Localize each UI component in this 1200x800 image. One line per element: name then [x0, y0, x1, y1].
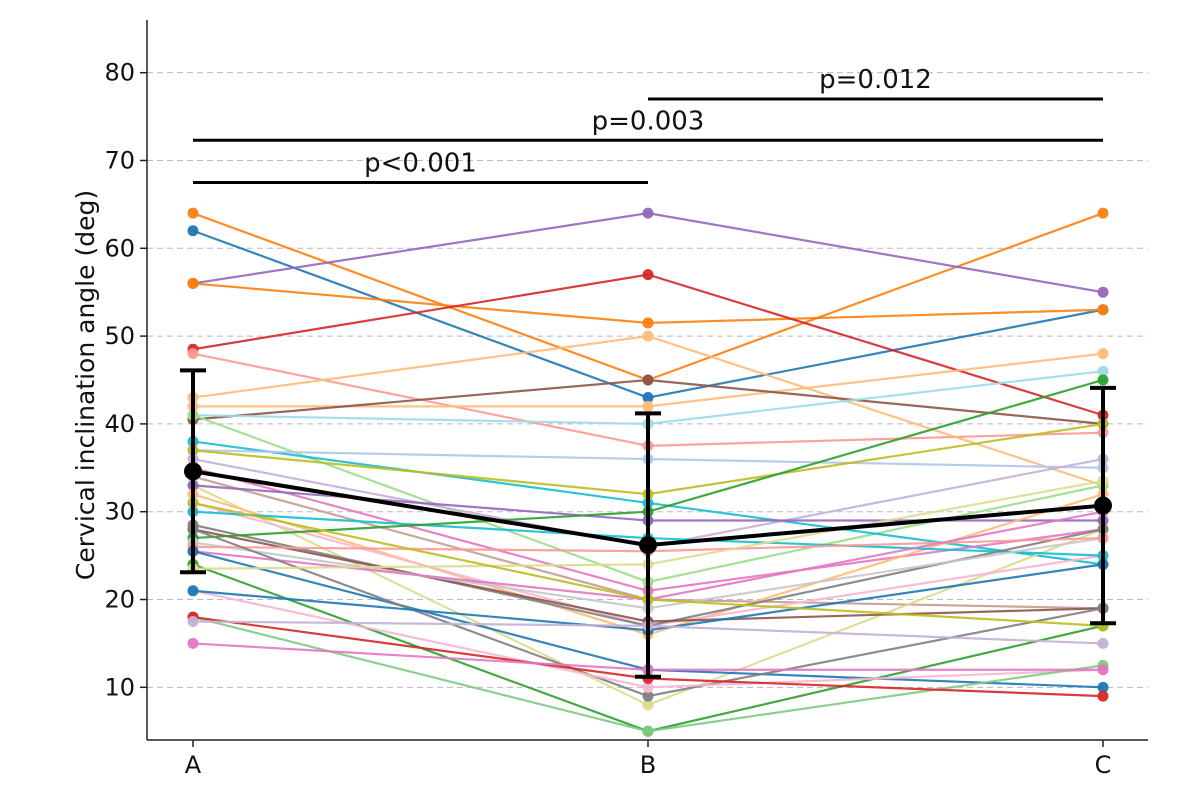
series-point	[1097, 374, 1109, 386]
x-tick-label: B	[640, 751, 656, 779]
series-point	[187, 348, 199, 360]
y-tick-label: 30	[104, 498, 135, 526]
series-point	[642, 207, 654, 219]
series-1	[187, 207, 1109, 386]
series-point	[187, 585, 199, 597]
mean-point	[184, 462, 202, 481]
y-tick-label: 40	[104, 410, 135, 438]
series-point	[642, 725, 654, 737]
series-point	[1097, 681, 1109, 693]
series-point	[1097, 348, 1109, 360]
series-point	[187, 207, 199, 219]
series-point	[187, 225, 199, 237]
series-point	[642, 330, 654, 342]
y-tick-label: 80	[104, 59, 135, 87]
x-tick-label: A	[185, 751, 202, 779]
series-point	[1097, 365, 1109, 377]
series-point	[642, 374, 654, 386]
series-point	[642, 681, 654, 693]
series-3	[187, 207, 1109, 298]
series-line	[192, 212, 1104, 382]
significance-label: p=0.003	[592, 106, 705, 136]
mean-point	[1094, 496, 1112, 515]
x-tick-label: C	[1095, 751, 1112, 779]
axes: 10 20 30 40 50 60 70 80 A B C	[104, 20, 1148, 779]
series-point	[642, 317, 654, 329]
significance-brackets: p<0.001 p=0.003 p=0.012	[193, 65, 1103, 184]
significance-label: p<0.001	[364, 148, 477, 178]
series-point	[187, 615, 199, 627]
significance-label: p=0.012	[819, 65, 932, 95]
series-point	[1097, 664, 1109, 676]
mean-point	[639, 536, 657, 555]
series-point	[642, 699, 654, 711]
series-point	[642, 269, 654, 281]
y-tick-label: 60	[104, 234, 135, 262]
series-line	[192, 282, 1104, 325]
y-axis-label: Cervical inclination angle (deg)	[71, 190, 100, 580]
series-point	[1097, 637, 1109, 649]
series-4	[187, 277, 1109, 329]
series-point	[187, 277, 199, 289]
y-tick-label: 10	[104, 673, 135, 701]
series-point	[187, 637, 199, 649]
y-tick-label: 70	[104, 146, 135, 174]
series-point	[1097, 207, 1109, 219]
series-point	[1097, 286, 1109, 298]
mean-with-error-bars	[180, 368, 1116, 679]
y-tick-label: 50	[104, 322, 135, 350]
series-point	[642, 690, 654, 702]
series-point	[1097, 690, 1109, 702]
series-point	[1097, 304, 1109, 316]
series-point	[642, 392, 654, 404]
series-point	[642, 400, 654, 412]
y-tick-label: 20	[104, 586, 135, 614]
